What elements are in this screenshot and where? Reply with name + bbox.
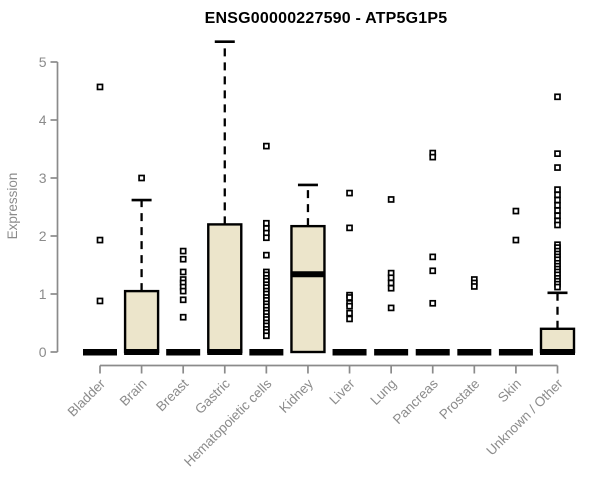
outlier-point xyxy=(263,142,270,150)
outlier-point xyxy=(512,207,520,215)
outlier-point xyxy=(138,174,145,182)
outlier-point xyxy=(554,191,561,199)
outlier-point xyxy=(346,302,353,310)
box xyxy=(207,223,243,354)
collapsed-box xyxy=(166,349,201,356)
x-axis-category-label: Prostate xyxy=(436,376,482,422)
outlier-point xyxy=(470,283,478,290)
outlier-point xyxy=(346,294,353,301)
outlier-point xyxy=(263,332,270,340)
collapsed-box xyxy=(83,349,117,356)
outlier-point xyxy=(554,212,561,220)
outlier-point xyxy=(429,153,437,161)
outlier-point xyxy=(179,287,187,295)
outlier-point xyxy=(554,150,561,157)
outlier-point xyxy=(346,189,353,197)
x-axis-category-label: Skin xyxy=(495,376,524,405)
outlier-point xyxy=(387,196,395,203)
outlier-point xyxy=(263,219,270,227)
outlier-point xyxy=(346,309,353,317)
collapsed-box xyxy=(332,349,367,356)
y-axis-tick-label: 4 xyxy=(39,112,47,128)
y-axis-tick-label: 5 xyxy=(39,54,47,70)
boxplot-group-liver xyxy=(332,189,367,356)
outlier-point xyxy=(429,267,437,275)
outlier-point xyxy=(387,274,395,282)
outlier-point xyxy=(554,221,561,229)
x-axis-category-label: Gastric xyxy=(192,376,233,417)
boxplot-group-brain xyxy=(123,174,160,355)
x-axis-category-label: Breast xyxy=(153,376,191,414)
boxplot-group-skin xyxy=(498,207,533,356)
collapsed-box xyxy=(457,349,492,356)
y-axis-tick-label: 3 xyxy=(39,170,47,186)
y-axis-tick-label: 0 xyxy=(39,344,47,360)
outlier-point xyxy=(429,253,437,261)
outlier-point xyxy=(554,283,561,291)
outlier-point xyxy=(179,247,187,255)
box xyxy=(123,289,160,354)
boxplot-group-lung xyxy=(374,196,409,356)
collapsed-box xyxy=(374,349,409,356)
collapsed-box xyxy=(249,349,284,356)
outlier-point xyxy=(554,164,561,171)
boxplot-group-bladder xyxy=(83,83,117,356)
box xyxy=(290,224,326,354)
boxplot-group-unknown-other xyxy=(539,93,576,355)
outlier-point xyxy=(387,304,395,312)
outlier-point xyxy=(512,236,520,244)
outlier-point xyxy=(346,224,353,232)
y-axis-tick-label: 1 xyxy=(39,286,47,302)
chart-title: ENSG00000227590 - ATP5G1P5 xyxy=(204,10,448,27)
x-axis-category-label: Pancreas xyxy=(390,376,441,427)
outlier-point xyxy=(96,83,104,91)
boxplot-group-hematopoietic-cells xyxy=(249,142,284,356)
outlier-point xyxy=(387,279,395,287)
outlier-point xyxy=(346,315,353,323)
outlier-point xyxy=(554,201,561,209)
outlier-point xyxy=(387,284,395,292)
boxplot-group-kidney xyxy=(290,183,326,354)
y-axis-tick-label: 2 xyxy=(39,228,47,244)
x-axis-category-label: Unknown / Other xyxy=(483,376,566,459)
x-axis-category-label: Bladder xyxy=(65,376,109,420)
outlier-point xyxy=(179,268,187,276)
x-axis-category-label: Liver xyxy=(326,376,358,408)
outlier-point xyxy=(179,296,187,304)
outlier-point xyxy=(263,251,270,259)
boxplot-group-pancreas xyxy=(415,149,450,356)
boxplot-group-gastric xyxy=(207,40,243,355)
outlier-point xyxy=(96,297,104,305)
outlier-point xyxy=(179,255,187,263)
x-axis-category-label: Lung xyxy=(367,376,399,408)
outlier-point xyxy=(263,234,270,242)
outlier-point xyxy=(554,207,561,214)
box xyxy=(539,327,576,354)
outlier-point xyxy=(96,236,104,244)
boxplot-group-breast xyxy=(166,247,201,356)
outlier-point xyxy=(429,299,437,307)
x-axis-category-label: Kidney xyxy=(276,376,316,416)
outlier-point xyxy=(179,313,187,321)
boxplot-group-prostate xyxy=(457,276,492,356)
x-axis-category-label: Brain xyxy=(117,376,150,409)
collapsed-box xyxy=(498,349,533,356)
outlier-point xyxy=(554,196,561,204)
collapsed-box xyxy=(415,349,450,356)
outlier-point xyxy=(554,93,561,101)
outlier-point xyxy=(554,186,561,193)
